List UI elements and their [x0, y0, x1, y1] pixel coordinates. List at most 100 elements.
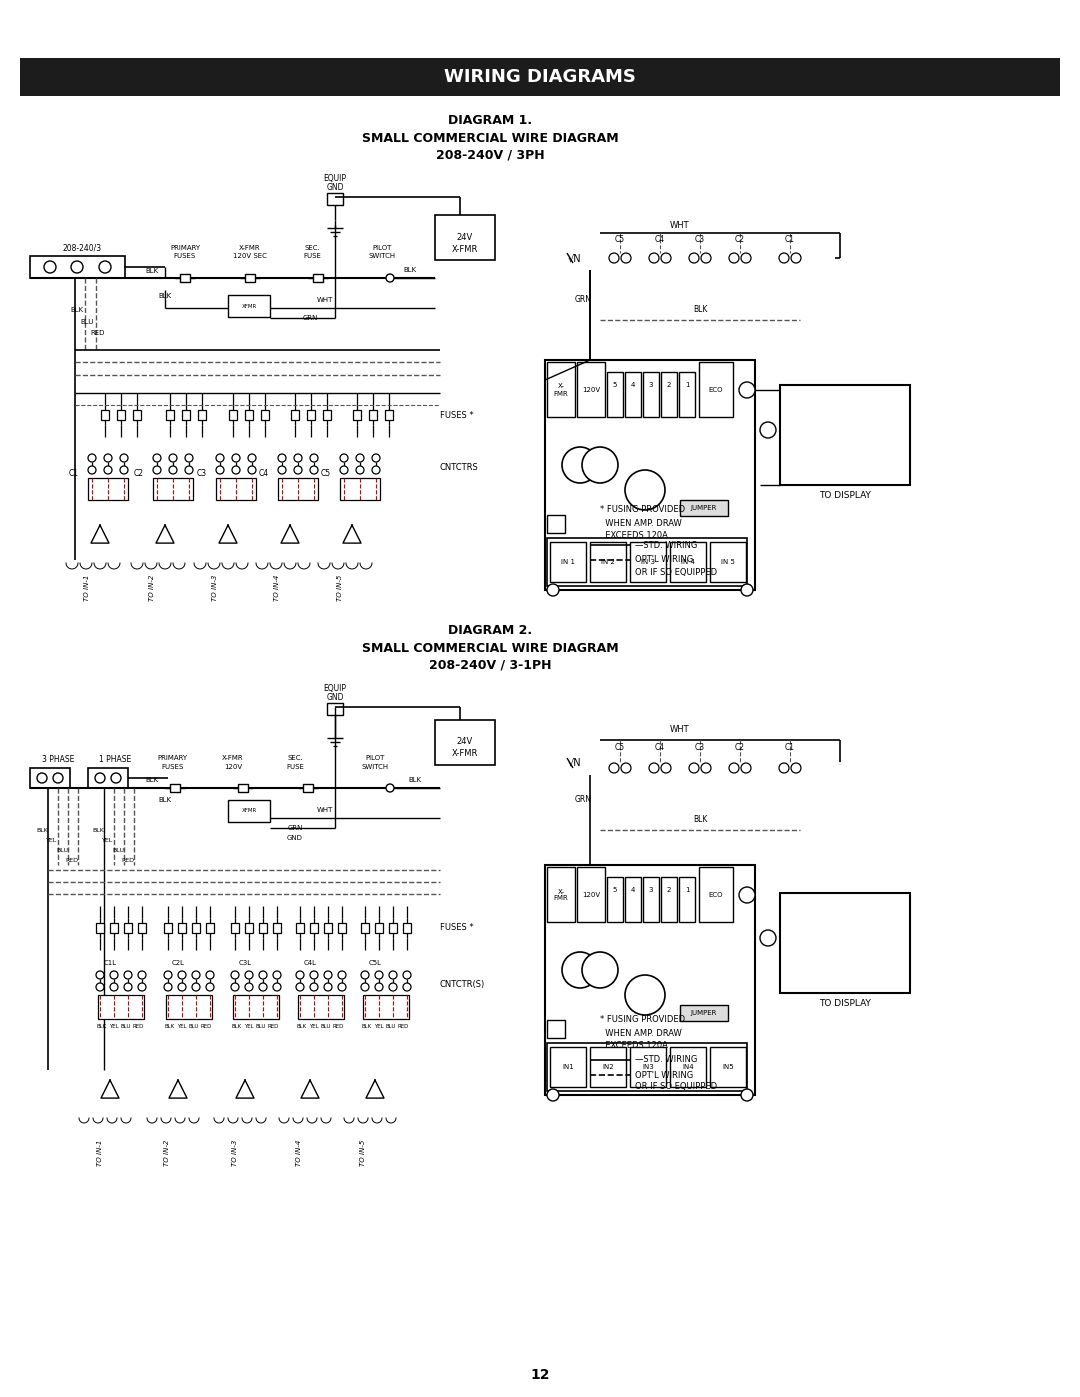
Text: C3L: C3L — [239, 960, 252, 965]
Circle shape — [296, 983, 303, 990]
Bar — [87, 768, 129, 788]
Bar — [363, 995, 409, 1018]
Bar — [87, 478, 129, 500]
Bar — [259, 923, 267, 933]
Bar — [577, 868, 605, 922]
Text: BLK: BLK — [92, 827, 104, 833]
Text: TO IN-1: TO IN-1 — [84, 576, 90, 601]
Circle shape — [661, 253, 671, 263]
Bar — [153, 478, 193, 500]
Bar — [291, 409, 299, 420]
Text: BLK: BLK — [70, 307, 83, 313]
Circle shape — [178, 971, 186, 979]
Text: C1: C1 — [69, 468, 79, 478]
Bar — [661, 877, 677, 922]
Circle shape — [206, 971, 214, 979]
Text: YEL: YEL — [309, 1024, 319, 1030]
Bar — [384, 409, 393, 420]
Circle shape — [124, 971, 132, 979]
Circle shape — [741, 1090, 753, 1101]
Bar — [124, 923, 132, 933]
Text: YEL: YEL — [244, 1024, 254, 1030]
Text: BLU: BLU — [256, 1024, 266, 1030]
Text: SMALL COMMERCIAL WIRE DIAGRAM: SMALL COMMERCIAL WIRE DIAGRAM — [362, 641, 619, 655]
Circle shape — [562, 951, 598, 988]
Circle shape — [625, 469, 665, 510]
Circle shape — [104, 467, 112, 474]
Bar — [192, 923, 200, 933]
Text: IN2: IN2 — [603, 1065, 613, 1070]
Text: C4: C4 — [259, 468, 269, 478]
Text: BLU: BLU — [56, 848, 68, 852]
Circle shape — [248, 454, 256, 462]
Bar — [166, 409, 174, 420]
Text: RED: RED — [397, 1024, 408, 1030]
Text: C5: C5 — [615, 236, 625, 244]
Bar — [273, 923, 281, 933]
Circle shape — [278, 467, 286, 474]
Text: 1: 1 — [685, 381, 689, 388]
Circle shape — [791, 763, 801, 773]
Text: BLU: BLU — [189, 1024, 199, 1030]
Bar — [178, 923, 186, 933]
Circle shape — [273, 983, 281, 990]
Circle shape — [649, 763, 659, 773]
Bar — [435, 215, 495, 260]
Bar — [298, 995, 345, 1018]
Bar — [625, 372, 642, 416]
Circle shape — [259, 983, 267, 990]
Circle shape — [232, 467, 240, 474]
Bar — [699, 362, 733, 416]
Text: 120V: 120V — [224, 764, 242, 770]
Circle shape — [356, 454, 364, 462]
Circle shape — [372, 454, 380, 462]
Text: RED: RED — [121, 858, 135, 862]
Text: JUMPER: JUMPER — [691, 1010, 717, 1016]
Text: IN 5: IN 5 — [721, 559, 734, 564]
Text: TO IN-4: TO IN-4 — [274, 576, 280, 601]
Text: C4: C4 — [654, 236, 665, 244]
Text: XFMR: XFMR — [241, 303, 257, 309]
Circle shape — [403, 971, 411, 979]
Text: IN1: IN1 — [562, 1065, 573, 1070]
Circle shape — [164, 971, 172, 979]
Bar — [96, 923, 104, 933]
Circle shape — [278, 454, 286, 462]
Bar — [546, 538, 747, 585]
Text: 4: 4 — [631, 381, 635, 388]
Bar — [327, 703, 343, 715]
Circle shape — [273, 971, 281, 979]
Text: TO IN-3: TO IN-3 — [212, 576, 218, 601]
Circle shape — [104, 454, 112, 462]
Text: BLK: BLK — [159, 798, 172, 803]
Text: RED: RED — [90, 330, 105, 337]
Bar — [102, 409, 109, 420]
Bar — [216, 478, 256, 500]
Circle shape — [216, 467, 224, 474]
Text: RED: RED — [200, 1024, 212, 1030]
Bar — [310, 923, 318, 933]
Circle shape — [124, 983, 132, 990]
Circle shape — [138, 971, 146, 979]
Text: X-FMR: X-FMR — [239, 244, 260, 251]
Circle shape — [120, 454, 129, 462]
Text: 24V: 24V — [457, 738, 473, 746]
Text: 208-240/3: 208-240/3 — [63, 243, 102, 253]
Bar — [170, 784, 180, 792]
Text: BLK: BLK — [297, 1024, 307, 1030]
Text: 5: 5 — [612, 381, 617, 388]
Bar — [680, 500, 728, 515]
Bar — [679, 877, 696, 922]
Circle shape — [96, 983, 104, 990]
Text: 12: 12 — [530, 1368, 550, 1382]
Circle shape — [609, 763, 619, 773]
Circle shape — [111, 773, 121, 782]
Bar — [435, 719, 495, 766]
Text: 3: 3 — [649, 381, 653, 388]
Text: C3: C3 — [694, 236, 705, 244]
Circle shape — [340, 454, 348, 462]
Circle shape — [386, 784, 394, 792]
Bar — [643, 877, 659, 922]
Text: FUSES: FUSES — [174, 253, 197, 258]
Text: BLU: BLU — [80, 319, 93, 326]
